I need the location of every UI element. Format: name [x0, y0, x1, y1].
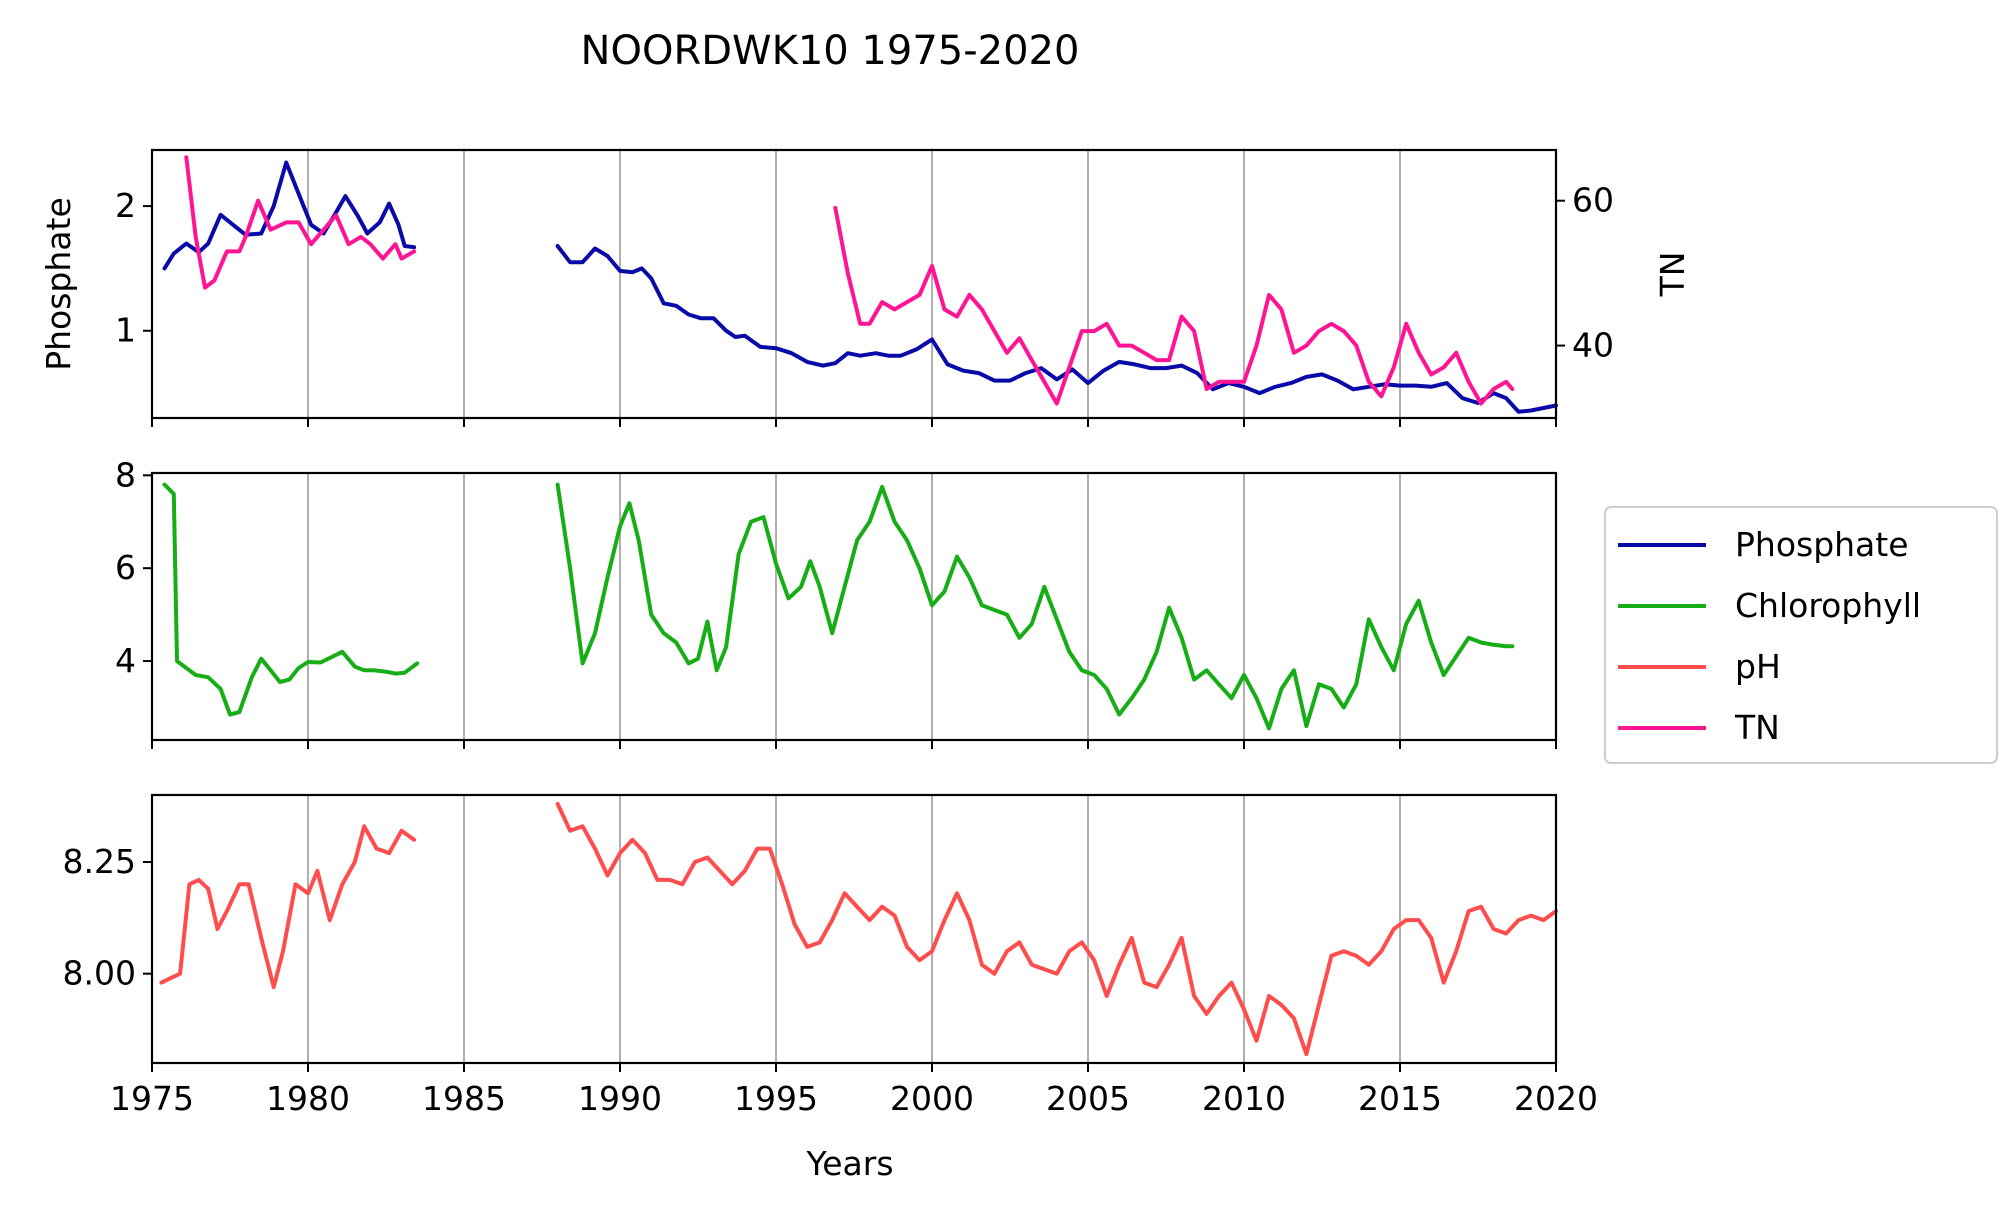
x-tick-label: 1995: [734, 1079, 818, 1118]
legend-label: pH: [1735, 647, 1781, 686]
plot-frame: [150, 471, 1558, 742]
series-line-ph: [159, 824, 417, 990]
plot-frame: [150, 793, 1558, 1065]
panel-phosphate-tn: 1 2 Phosphate 40 60 TN: [39, 148, 1692, 427]
plot-frame: [150, 148, 1558, 420]
x-tick-label: 2015: [1358, 1079, 1442, 1118]
chart-title: NOORDWK10 1975-2020: [581, 28, 1080, 74]
y2-tick-label: 60: [1572, 181, 1614, 220]
series-line-chlorophyll: [555, 482, 1515, 731]
x-tick-label: 2005: [1046, 1079, 1130, 1118]
series-line-tn: [833, 205, 1515, 406]
x-tick-label: 2010: [1202, 1079, 1286, 1118]
y-tick-label: 1: [115, 311, 136, 350]
x-tick-label: 2000: [890, 1079, 974, 1118]
panel-ph: 8.00 8.25 1975 1980 1985 1990 1995 2000 2005 2010…: [63, 793, 1598, 1118]
series-line-ph: [555, 801, 1558, 1057]
y-tick-label: 8.00: [63, 954, 136, 993]
y2-axis-label: TN: [1653, 252, 1692, 298]
series-line-phosphate: [555, 244, 1558, 414]
legend: Phosphate Chlorophyll pH TN: [1604, 506, 1998, 764]
y2-tick-label: 40: [1572, 326, 1614, 365]
y-axis-label: Phosphate: [39, 197, 78, 371]
x-tick-label: 1990: [578, 1079, 662, 1118]
series-line-chlorophyll: [162, 482, 420, 717]
y-tick-label: 4: [115, 641, 136, 680]
series-line-phosphate: [162, 160, 417, 271]
x-tick-label: 2020: [1514, 1079, 1598, 1118]
legend-label: Chlorophyll: [1735, 586, 1921, 625]
legend-label: TN: [1734, 708, 1780, 747]
legend-label: Phosphate: [1735, 525, 1909, 564]
x-axis-label: Years: [805, 1144, 893, 1183]
y-tick-label: 2: [115, 186, 136, 225]
x-tick-label: 1980: [266, 1079, 350, 1118]
y-tick-label: 6: [115, 548, 136, 587]
x-tick-label: 1985: [422, 1079, 506, 1118]
x-tick-label: 1975: [110, 1079, 194, 1118]
panel-chlorophyll: 4 6 8: [115, 455, 1558, 749]
y-tick-label: 8: [115, 455, 136, 494]
legend-frame: [1604, 506, 1998, 764]
y-tick-label: 8.25: [63, 842, 136, 881]
series-line-tn: [184, 155, 417, 290]
